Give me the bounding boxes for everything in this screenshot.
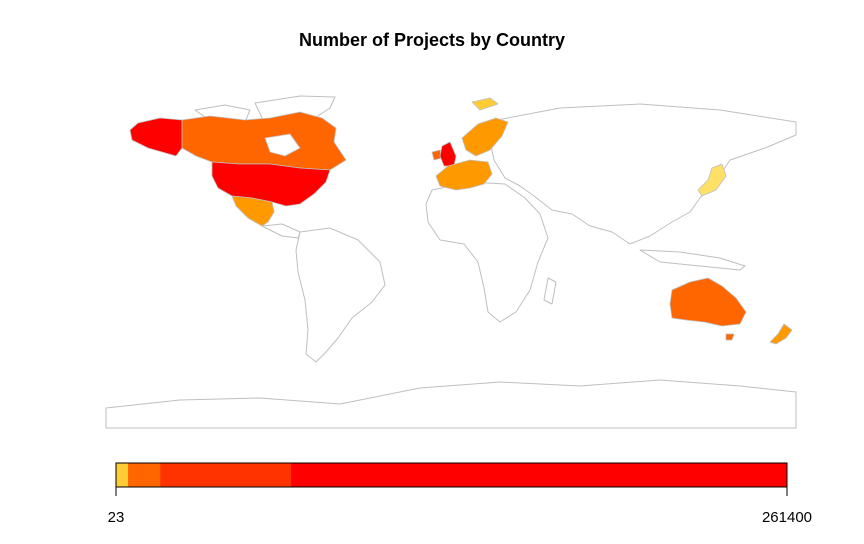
region-central-america [261, 223, 301, 239]
region-canada [181, 111, 347, 171]
region-south-america [295, 227, 386, 363]
region-eurasia [489, 103, 797, 245]
legend-bin-1 [116, 463, 129, 487]
region-alaska [129, 117, 183, 157]
legend-min-label: 23 [108, 509, 125, 526]
region-indonesia [639, 249, 746, 271]
region-antarctica [105, 379, 797, 429]
region-japan [697, 163, 727, 197]
legend-border [115, 462, 788, 488]
legend-bin-2 [128, 463, 161, 487]
legend-bin-4 [291, 463, 788, 487]
legend-bin-3 [160, 463, 292, 487]
region-svalbard [471, 97, 499, 111]
region-africa [425, 181, 549, 323]
region-united-states [211, 161, 331, 207]
region-australia [669, 277, 747, 327]
region-scandinavia [461, 117, 509, 157]
legend-max-label: 261400 [762, 509, 812, 526]
region-madagascar [543, 277, 557, 305]
world-map [105, 95, 797, 429]
region-new-zealand [769, 323, 793, 345]
region-tasmania [725, 333, 735, 341]
region-hudson-bay [264, 133, 301, 157]
region-mexico [231, 195, 275, 227]
chart-title: Number of Projects by Country [298, 30, 566, 50]
region-western-europe [435, 159, 493, 191]
